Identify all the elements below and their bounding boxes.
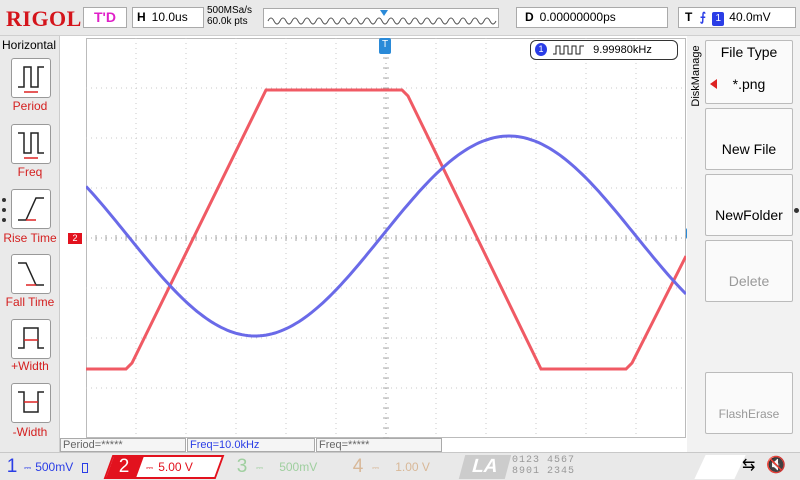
horizontal-measure-menu [0, 36, 60, 452]
ch2-waveform [86, 88, 686, 371]
ch2-number[interactable]: 2 [118, 456, 130, 477]
measurement-period: Period=***** [60, 438, 186, 452]
timeline-waveform-icon [267, 10, 497, 25]
fall-time-label: Fall Time [5, 295, 55, 309]
horizontal-key: H [137, 10, 146, 24]
counter-channel-badge: 1 [535, 43, 547, 56]
sample-rate: 500MSa/s [207, 5, 253, 16]
ch4-number[interactable]: 4 [352, 456, 364, 477]
flash-erase-label: FlashErase [718, 407, 780, 421]
period-icon [18, 66, 44, 93]
usb-icon: ⇆ [742, 457, 756, 474]
ch1-bandwidth-icon [81, 462, 88, 473]
ch1-number[interactable]: 1 [6, 456, 18, 477]
la-button[interactable]: LA [458, 455, 512, 479]
disk-manage-title: DiskManage [687, 38, 703, 118]
frequency-counter: 1 9.99980kHz [530, 40, 678, 60]
file-type-button[interactable]: File Type *.png [705, 40, 793, 104]
la-channels: 0123 4567 8901 2345 [512, 455, 598, 477]
square-wave-icon [553, 45, 585, 55]
delay-value: 0.00000000ps [539, 10, 616, 24]
negative-width-icon [18, 391, 44, 413]
fall-time-icon [18, 262, 44, 286]
ch2-coupling-icon: ⎓ [146, 463, 154, 473]
positive-width-button[interactable] [11, 319, 51, 359]
timebase-value: 10.0us [151, 10, 188, 24]
memory-timeline [263, 8, 499, 28]
brand-logo: RIGOL [6, 6, 82, 31]
la-row2: 8901 2345 [512, 466, 576, 477]
period-button[interactable] [11, 58, 51, 98]
trigger-setting[interactable]: T ⨍ 1 40.0mV [678, 7, 796, 28]
negative-width-label: -Width [12, 425, 48, 439]
freq-label: Freq [17, 165, 43, 179]
horizontal-timebase[interactable]: H 10.0us [132, 7, 204, 28]
waveform-display[interactable] [86, 38, 686, 438]
positive-width-label: +Width [11, 359, 49, 373]
trigger-position-marker[interactable]: T [379, 38, 391, 54]
negative-width-button[interactable] [11, 383, 51, 423]
delete-button[interactable]: Delete [705, 240, 793, 302]
memory-depth: 60.0k pts [207, 16, 248, 27]
la-row1: 0123 4567 [512, 455, 576, 466]
freq-button[interactable] [11, 124, 51, 164]
ch4-scale-box[interactable]: ⎓ 1.00 V [372, 455, 452, 479]
measurement-freq: Freq=***** [316, 438, 442, 452]
rise-time-icon [18, 197, 44, 221]
ch4-scale: 1.00 V [395, 460, 430, 474]
ch1-scale-box[interactable]: ⎓ 500mV [24, 455, 102, 479]
ch2-scale-box[interactable]: ⎓ 5.00 V [146, 455, 216, 479]
new-file-label: New File [721, 141, 777, 157]
rising-edge-icon: ⨍ [699, 10, 706, 24]
period-label: Period [12, 99, 48, 113]
left-dot-icon-1 [2, 198, 6, 202]
rise-time-button[interactable] [11, 189, 51, 229]
sample-info: 500MSa/s 60.0k pts [207, 5, 252, 27]
trigger-source-badge: 1 [712, 12, 725, 26]
ch4-coupling-icon: ⎓ [372, 463, 380, 473]
delay-key: D [525, 10, 534, 24]
speaker-muted-icon: 🔇 [766, 457, 786, 474]
left-dot-icon-2 [2, 208, 6, 212]
delay-offset[interactable]: D 0.00000000ps [516, 7, 668, 28]
counter-frequency: 9.99980kHz [593, 44, 652, 56]
trigger-status: T'D [83, 7, 127, 28]
fall-time-button[interactable] [11, 254, 51, 294]
menu-title: Horizontal [2, 38, 57, 52]
delete-label: Delete [728, 273, 770, 289]
trigger-key: T [685, 10, 693, 24]
ch1-coupling-icon: ⎓ [24, 463, 32, 473]
file-type-label: File Type [720, 44, 778, 60]
ch3-scale: 500mV [279, 460, 318, 474]
new-folder-button[interactable]: NewFolder [705, 174, 793, 236]
freq-icon [18, 132, 44, 159]
new-folder-label: NewFolder [715, 207, 783, 223]
left-dot-icon-3 [2, 218, 6, 222]
ch3-number[interactable]: 3 [236, 456, 248, 477]
ch1-waveform [86, 134, 686, 338]
selector-arrow-icon [710, 79, 717, 89]
ch2-scale: 5.00 V [158, 460, 193, 474]
rise-time-label: Rise Time [3, 231, 57, 245]
flash-erase-button[interactable]: FlashErase [705, 372, 793, 434]
measurement-freq-ch1: Freq=10.0kHz [187, 438, 315, 452]
file-type-value: *.png [732, 76, 766, 92]
positive-width-icon [18, 327, 44, 349]
ch2-offset-marker[interactable]: 2 [68, 233, 82, 244]
disk-manage-label: DiskManage [690, 45, 702, 107]
ch1-scale: 500mV [35, 460, 74, 474]
graticule [86, 38, 686, 438]
ch3-coupling-icon: ⎓ [256, 463, 264, 473]
trigger-level: 40.0mV [729, 10, 771, 24]
menu-page-indicator-icon [794, 208, 799, 213]
new-file-button[interactable]: New File [705, 108, 793, 170]
ch3-scale-box[interactable]: ⎓ 500mV [256, 455, 336, 479]
